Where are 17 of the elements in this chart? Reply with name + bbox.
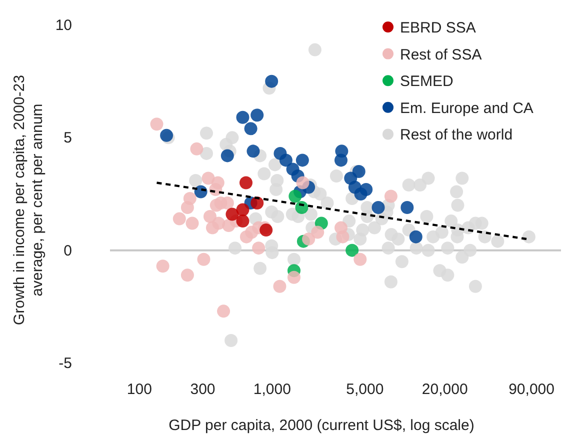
legend-label: EBRD SSA (400, 20, 476, 36)
legend-label: SEMED (400, 73, 454, 90)
x-tick-label: 90,000 (508, 381, 554, 398)
x-tick-label: 20,000 (422, 381, 468, 398)
legend-label: Rest of SSA (400, 46, 482, 64)
y-tick-label: 0 (64, 242, 72, 260)
x-tick-label: 100 (126, 381, 152, 398)
y-axis-title: Growth in income per capita, 2000-23 average, per cent per annum (11, 74, 46, 326)
x-axis-title: GDP per capita, 2000 (current US$, log scale) (168, 417, 474, 434)
x-tick-label: 300 (190, 381, 216, 398)
x-tick-label: 1,000 (253, 381, 291, 398)
y-tick-label: 5 (64, 130, 72, 147)
legend-label: Rest of the world (400, 126, 513, 144)
y-tick-label: 10 (55, 17, 72, 34)
x-tick-label: 5,000 (346, 381, 384, 398)
legend-label: Em. Europe and CA (400, 100, 534, 117)
y-tick-label: -5 (58, 355, 72, 372)
